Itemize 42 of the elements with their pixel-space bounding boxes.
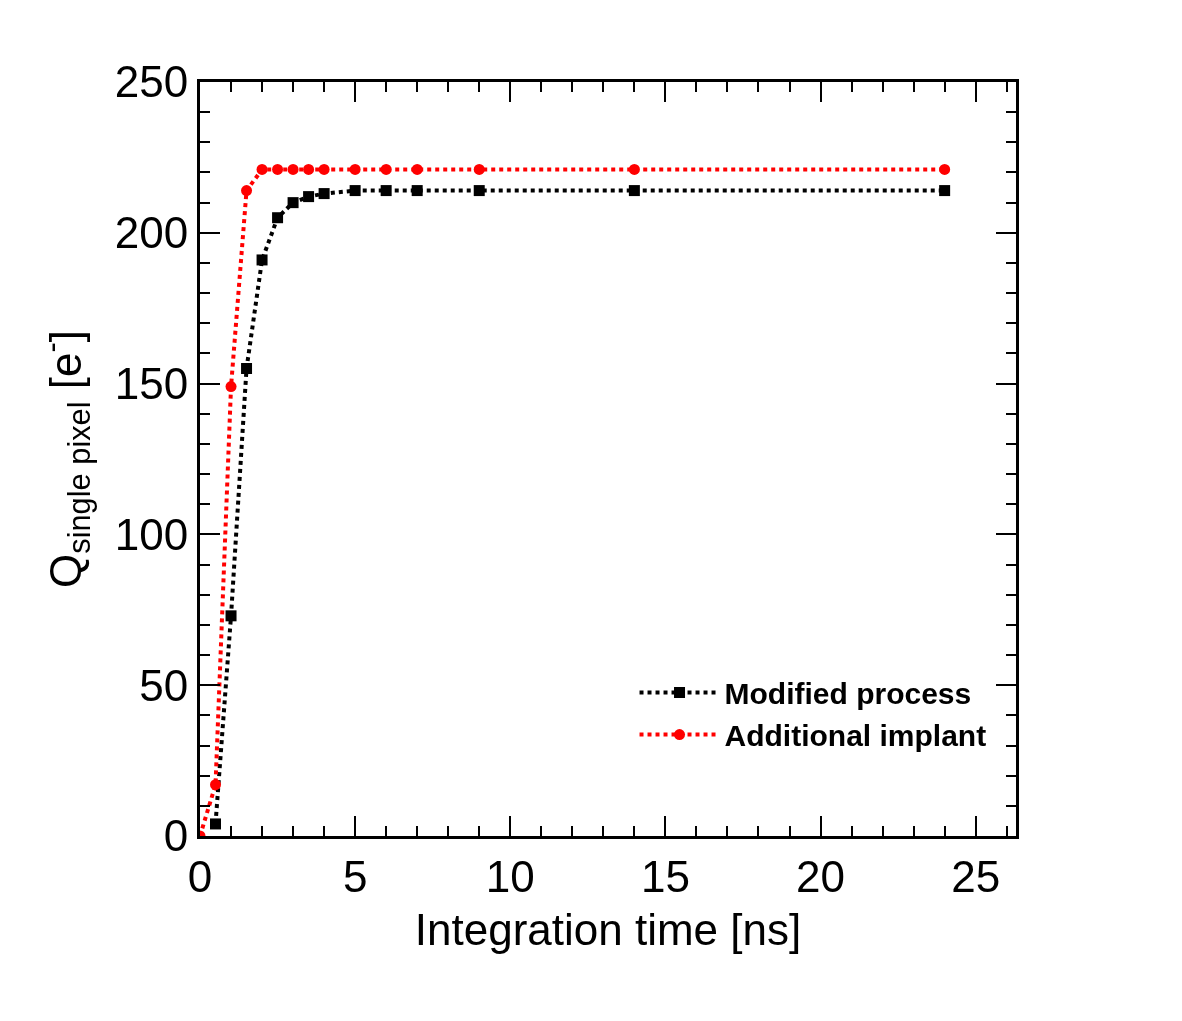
x-tick-label: 15 — [640, 851, 690, 901]
y-tick-label: 50 — [139, 660, 189, 710]
point — [411, 185, 423, 197]
point — [272, 163, 284, 175]
point — [272, 212, 284, 224]
point — [303, 163, 315, 175]
point — [210, 818, 222, 830]
point — [628, 185, 640, 197]
point — [628, 163, 640, 175]
point — [380, 163, 392, 175]
y-tick-label: 150 — [114, 359, 189, 408]
point — [939, 185, 951, 197]
point — [939, 163, 951, 175]
point — [256, 254, 268, 266]
point — [241, 185, 253, 197]
point — [318, 163, 330, 175]
legend-label: Modified process — [724, 677, 972, 711]
point — [349, 163, 361, 175]
x-axis-title: Integration time [ns] — [414, 905, 802, 955]
point — [349, 185, 361, 197]
y-tick-label: 200 — [114, 208, 189, 258]
y-tick-label: 0 — [163, 811, 189, 861]
point — [210, 779, 222, 791]
y-tick-label: 250 — [114, 57, 189, 107]
x-tick-label: 5 — [342, 851, 368, 901]
y-tick-label: 100 — [114, 509, 189, 559]
point — [287, 163, 299, 175]
point — [473, 185, 485, 197]
point — [303, 191, 315, 203]
legend-label: Additional implant — [724, 719, 987, 753]
point — [225, 381, 237, 393]
point — [380, 185, 392, 197]
point — [256, 163, 268, 175]
x-tick-label: 25 — [951, 851, 1001, 901]
point — [241, 363, 253, 375]
point — [287, 197, 299, 209]
point — [318, 188, 330, 200]
point — [473, 163, 485, 175]
x-tick-label: 20 — [796, 851, 846, 901]
x-tick-label: 10 — [485, 851, 535, 901]
point — [225, 610, 237, 622]
point — [411, 163, 423, 175]
